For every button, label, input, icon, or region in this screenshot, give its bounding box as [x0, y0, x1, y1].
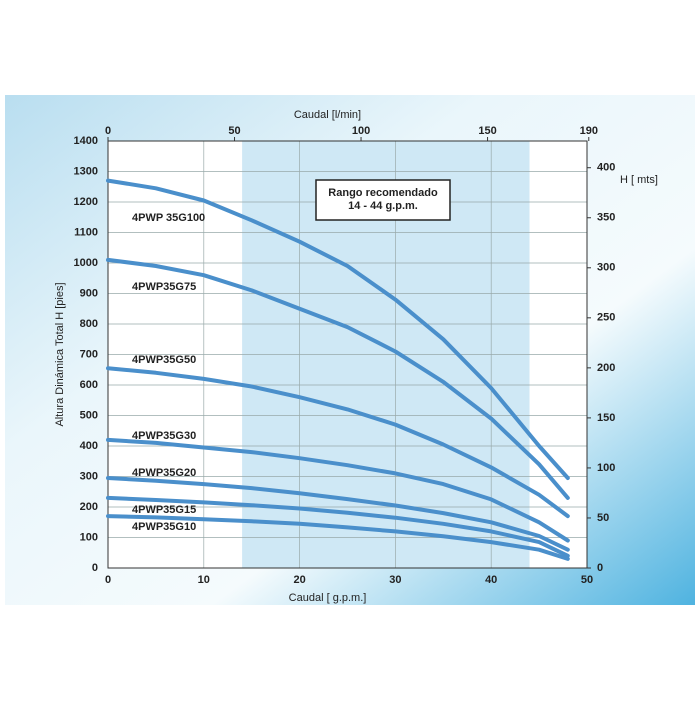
x-tick-label: 40 — [485, 574, 497, 586]
y2-tick-label: 100 — [597, 462, 615, 474]
x-tick-label: 0 — [105, 574, 111, 586]
y-tick-label: 200 — [80, 501, 98, 513]
y-tick-label: 600 — [80, 379, 98, 391]
series-label: 4PWP35G10 — [132, 521, 196, 533]
curve — [106, 257, 570, 500]
x2-tick-label: 50 — [228, 125, 240, 137]
y-tick-label: 1000 — [74, 257, 98, 269]
plot-frame — [107, 140, 588, 569]
y-tick-label: 500 — [80, 409, 98, 421]
series-label: 4PWP35G50 — [132, 354, 196, 366]
y-tick-label: 1200 — [74, 196, 98, 208]
curve — [106, 178, 570, 480]
curve — [106, 476, 570, 552]
y-tick-label: 300 — [80, 470, 98, 482]
y2-tick-label: 350 — [597, 212, 615, 224]
y-tick-label: 700 — [80, 348, 98, 360]
curve — [106, 366, 570, 519]
x2-tick-label: 150 — [478, 125, 496, 137]
series-label: 4PWP35G75 — [132, 281, 196, 293]
curve — [106, 437, 570, 543]
y2-tick-label: 300 — [597, 262, 615, 274]
series-label: 4PWP 35G100 — [132, 212, 205, 224]
annotation-text: 14 - 44 g.p.m. — [348, 200, 418, 212]
y2-tick-label: 150 — [597, 412, 615, 424]
y2-tick-label: 50 — [597, 512, 609, 524]
y-tick-label: 1400 — [74, 135, 98, 147]
y-tick-label: 1100 — [74, 226, 98, 238]
x2-tick-label: 190 — [580, 125, 598, 137]
curve — [106, 514, 570, 561]
x-tick-label: 10 — [198, 574, 210, 586]
x-tick-label: 50 — [581, 574, 593, 586]
series-label: 4PWP35G30 — [132, 430, 196, 442]
y2-tick-label: 200 — [597, 362, 615, 374]
x-tick-label: 30 — [389, 574, 401, 586]
x2-axis-title: Caudal [l/min] — [294, 109, 361, 121]
x2-tick-label: 100 — [352, 125, 370, 137]
y-tick-label: 100 — [80, 531, 98, 543]
y-tick-label: 1300 — [74, 165, 98, 177]
y2-tick-label: 0 — [597, 562, 603, 574]
annotation-text: Rango recomendado — [328, 187, 438, 199]
y2-axis-title: H [ mts] — [620, 174, 658, 186]
y-tick-label: 800 — [80, 318, 98, 330]
series-label: 4PWP35G15 — [132, 504, 196, 516]
y2-tick-label: 250 — [597, 312, 615, 324]
curve — [106, 495, 570, 558]
series-label: 4PWP35G20 — [132, 467, 196, 479]
x-axis-title: Caudal [ g.p.m.] — [289, 592, 367, 604]
annotation-box — [315, 179, 451, 221]
x2-tick-label: 0 — [105, 125, 111, 137]
y2-tick-label: 400 — [597, 162, 615, 174]
y-axis-title: Altura Dinámica Total H [pies] — [54, 282, 66, 426]
x-tick-label: 20 — [293, 574, 305, 586]
y-tick-label: 400 — [80, 440, 98, 452]
y-tick-label: 900 — [80, 287, 98, 299]
y-tick-label: 0 — [92, 562, 98, 574]
